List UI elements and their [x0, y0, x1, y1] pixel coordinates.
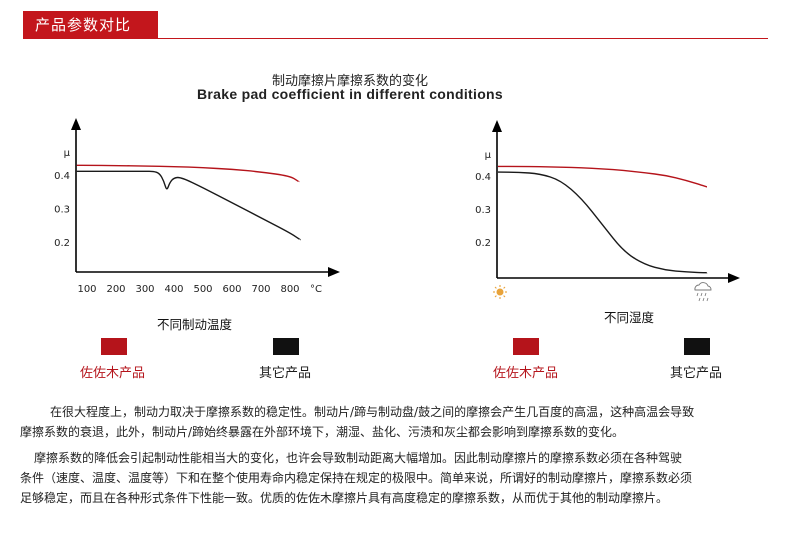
- paragraph-line: 足够稳定，而且在各种形式条件下性能一致。优质的佐佐木摩擦片具有高度稳定的摩擦系数…: [20, 491, 669, 505]
- x-tick-label: 400: [164, 284, 183, 295]
- legend-label-sasaki: 佐佐木产品: [80, 366, 146, 381]
- y-tick-label: 0.2: [54, 238, 70, 249]
- legend-label-other: 其它产品: [259, 366, 312, 381]
- rain-cloud-icon: [694, 282, 712, 302]
- x-tick-label: 600: [222, 284, 241, 295]
- x-axis-label: 不同湿度: [604, 310, 655, 325]
- paragraph-line: 摩擦系数的衰退，此外，制动片/蹄始终暴露在外部环境下，潮湿、盐化、污渍和灰尘都会…: [20, 425, 625, 439]
- series-line-other: [497, 171, 708, 274]
- humidity-chart: μ 0.4 0.3 0.2: [475, 120, 740, 302]
- header-divider: [23, 38, 768, 39]
- section-title: 产品参数对比: [23, 11, 158, 39]
- series-line-other: [76, 170, 301, 241]
- paragraph-line: 摩擦系数的降低会引起制动性能相当大的变化，也许会导致制动距离大幅增加。因此制动摩…: [34, 451, 683, 465]
- x-unit-label: °C: [310, 284, 322, 295]
- chart-axes: [71, 118, 340, 277]
- sun-icon: [493, 285, 507, 299]
- x-tick-label: 500: [193, 284, 212, 295]
- paragraph-line: 条件（速度、温度、温度等）下和在整个使用寿命内稳定保持在规定的极限中。简单来说，…: [20, 471, 693, 485]
- legend-label-other: 其它产品: [670, 366, 723, 381]
- legend-swatch-other: [684, 338, 710, 355]
- legend-swatch-other: [273, 338, 299, 355]
- y-axis-arrow: [492, 120, 502, 132]
- x-tick-label: 300: [135, 284, 154, 295]
- y-axis-arrow: [71, 118, 81, 130]
- y-tick-label: 0.3: [54, 205, 70, 216]
- figure-title-en: Brake pad coefficient in different condi…: [197, 86, 503, 102]
- x-tick-label: 700: [251, 284, 270, 295]
- paragraph-1: 在很大程度上，制动力取决于摩擦系数的稳定性。制动片/蹄与制动盘/鼓之间的摩擦会产…: [20, 402, 750, 442]
- x-axis-label: 不同制动温度: [157, 317, 233, 332]
- chart-ticks: μ 0.4 0.3 0.2: [475, 150, 492, 249]
- legend-label-sasaki: 佐佐木产品: [493, 366, 559, 381]
- x-tick-label: 800: [280, 284, 299, 295]
- figure-title-cn: 制动摩擦片摩擦系数的变化: [271, 74, 428, 89]
- y-tick-label: 0.4: [475, 172, 491, 183]
- legend-swatch-sasaki: [513, 338, 539, 355]
- x-tick-label: 200: [106, 284, 125, 295]
- x-tick-label: 100: [77, 284, 96, 295]
- y-axis-label: μ: [64, 148, 71, 159]
- x-axis-arrow: [728, 273, 740, 283]
- y-tick-label: 0.2: [475, 238, 491, 249]
- chart-series: [76, 164, 301, 241]
- legend-swatch-sasaki: [101, 338, 127, 355]
- x-axis-arrow: [328, 267, 340, 277]
- chart-ticks: μ 0.4 0.3 0.2 100 200 300 400 500 600 700 800 °C: [54, 148, 322, 295]
- y-axis-label: μ: [485, 150, 492, 161]
- paragraph-line: 在很大程度上，制动力取决于摩擦系数的稳定性。制动片/蹄与制动盘/鼓之间的摩擦会产…: [50, 405, 695, 419]
- y-tick-label: 0.4: [54, 171, 70, 182]
- temperature-chart: μ 0.4 0.3 0.2 100 200 300 400 500 600 700 800 °C: [54, 118, 340, 295]
- chart-series: [497, 165, 708, 274]
- chart-axes: [492, 120, 740, 283]
- paragraph-2: 摩擦系数的降低会引起制动性能相当大的变化，也许会导致制动距离大幅增加。因此制动摩…: [20, 448, 750, 508]
- series-line-sasaki: [76, 164, 300, 183]
- chart-icons: [493, 282, 712, 302]
- series-line-sasaki: [498, 165, 708, 188]
- y-tick-label: 0.3: [475, 205, 491, 216]
